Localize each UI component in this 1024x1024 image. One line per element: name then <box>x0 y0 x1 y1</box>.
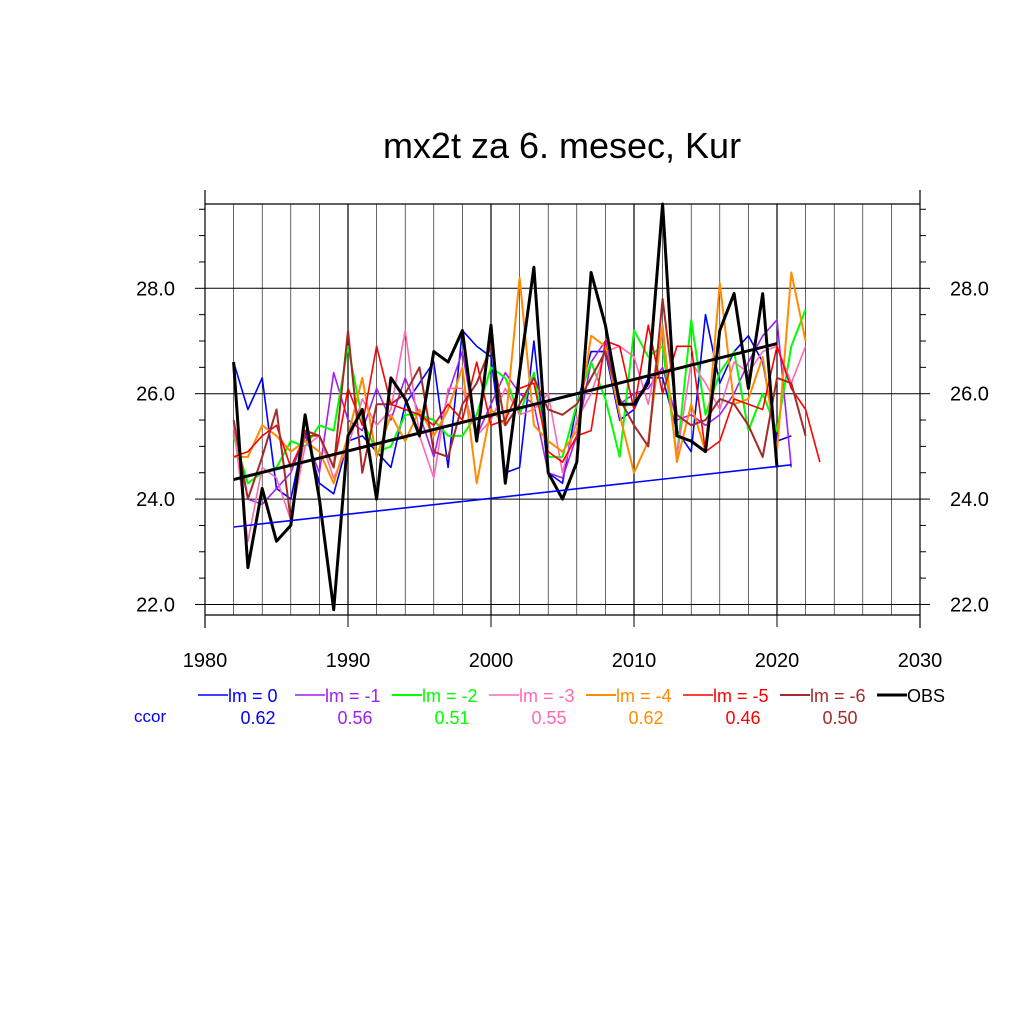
trend-line-obs-trend <box>233 342 778 482</box>
ccor-value: 0.56 <box>337 708 372 728</box>
legend-entry-label: lm = -5 <box>713 686 769 706</box>
y-tick-label-right: 24.0 <box>950 489 989 511</box>
ccor-value: 0.46 <box>725 708 760 728</box>
x-tick-label: 2020 <box>755 650 800 672</box>
trend-line-lm-0-trend <box>233 464 792 528</box>
y-tick-label-left: 26.0 <box>136 384 175 406</box>
legend-entry-label: lm = -2 <box>422 686 478 706</box>
ccor-label: ccor <box>134 707 166 726</box>
x-tick-label: 1980 <box>183 650 228 672</box>
x-tick-label: 2030 <box>898 650 943 672</box>
series-line-obs <box>232 202 779 612</box>
y-tick-label-left: 22.0 <box>136 594 175 616</box>
x-tick-label: 2010 <box>612 650 657 672</box>
y-tick-label-right: 26.0 <box>950 384 989 406</box>
trend-lines <box>233 342 792 528</box>
x-tick-label: 1990 <box>326 650 371 672</box>
plot-frame <box>204 190 921 628</box>
y-tick-label-right: 28.0 <box>950 278 989 300</box>
legend-entry-label: lm = 0 <box>228 686 278 706</box>
tick-labels: 22.0 22.0 24.0 24.0 26.0 26.0 28.0 28.0 1980 1990… <box>136 278 989 672</box>
ccor-value: 0.62 <box>628 708 663 728</box>
ccor-value: 0.51 <box>434 708 469 728</box>
ccor-value: 0.62 <box>240 708 275 728</box>
series-line-lm-4 <box>233 271 807 485</box>
grid-lines <box>205 204 920 615</box>
legend-entry-label: OBS <box>907 686 945 706</box>
legend-entry-label: lm = -4 <box>616 686 672 706</box>
y-tick-label-left: 24.0 <box>136 489 175 511</box>
legend-entry-label: lm = -3 <box>519 686 575 706</box>
series-line-lm-1 <box>232 319 793 506</box>
x-tick-label: 2000 <box>469 650 514 672</box>
ccor-value: 0.55 <box>531 708 566 728</box>
series-lines <box>232 202 821 612</box>
chart-title: mx2t za 6. mesec, Kur <box>383 125 741 166</box>
ccor-value: 0.50 <box>822 708 857 728</box>
y-tick-label-right: 22.0 <box>950 594 989 616</box>
series-line-lm-0 <box>232 313 792 500</box>
axis-ticks <box>195 208 930 627</box>
y-tick-label-left: 28.0 <box>136 278 175 300</box>
legend-entry-label: lm = -1 <box>325 686 381 706</box>
legend-entry-label: lm = -6 <box>810 686 866 706</box>
